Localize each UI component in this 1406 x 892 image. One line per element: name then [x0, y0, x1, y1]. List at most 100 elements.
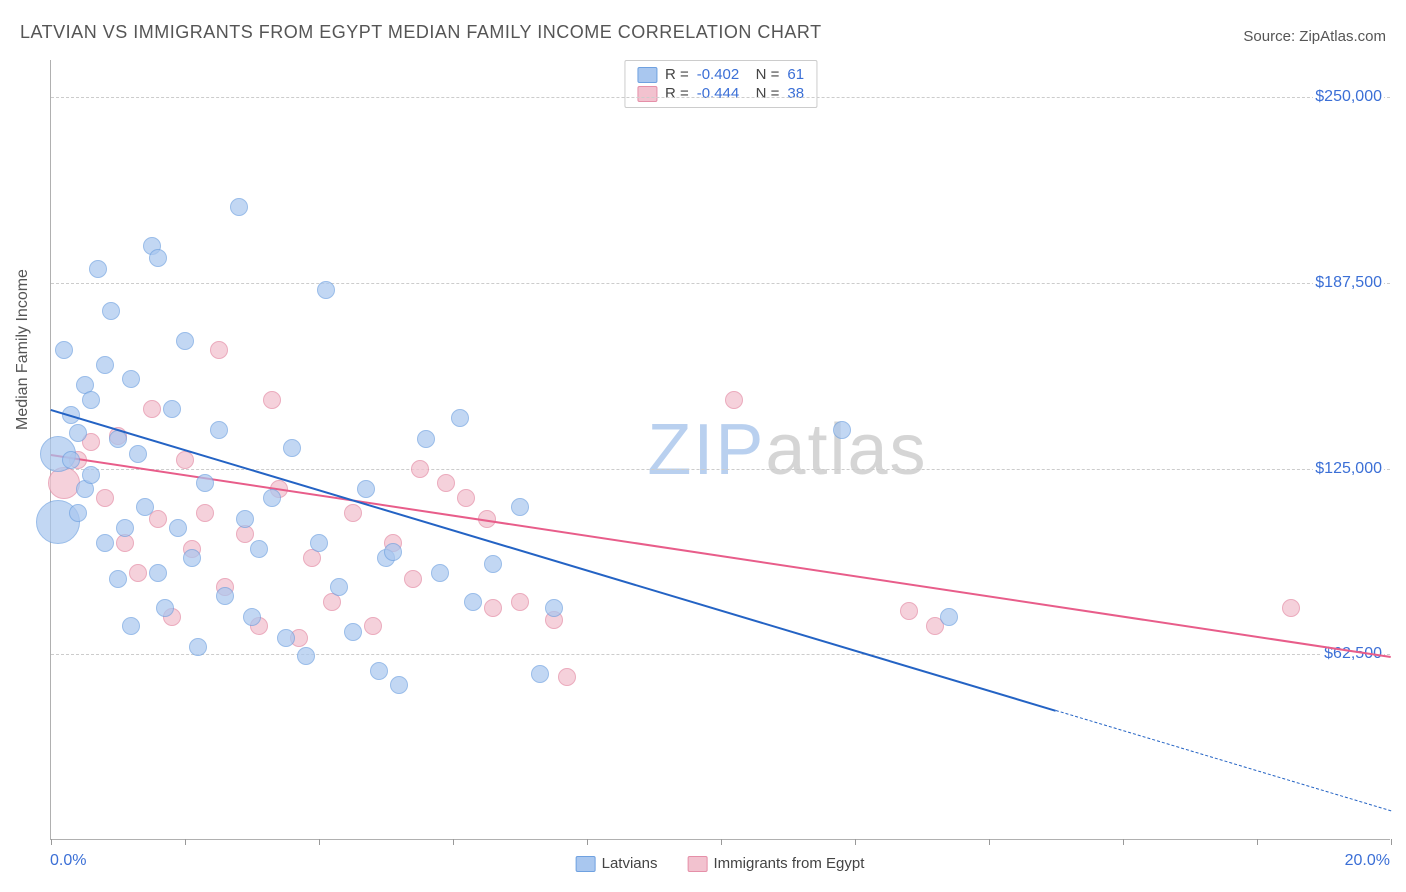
swatch-egypt-icon [688, 856, 708, 872]
data-point-egypt [263, 391, 281, 409]
data-point-latvians [263, 489, 281, 507]
data-point-latvians [511, 498, 529, 516]
data-point-latvians [169, 519, 187, 537]
data-point-latvians [545, 599, 563, 617]
legend-label-egypt: Immigrants from Egypt [714, 855, 865, 872]
n-label: N = [747, 66, 779, 83]
x-axis-max-label: 20.0% [1345, 852, 1390, 870]
data-point-egypt [129, 564, 147, 582]
legend-row-egypt: R = -0.444 N = 38 [637, 84, 804, 103]
data-point-latvians [69, 504, 87, 522]
x-tick [587, 839, 588, 845]
plot-container: ZIPatlas R = -0.402 N = 61 R = -0.444 N … [50, 60, 1390, 840]
x-tick [1257, 839, 1258, 845]
data-point-latvians [102, 302, 120, 320]
y-tick-label: $187,500 [1313, 274, 1384, 292]
data-point-latvians [384, 543, 402, 561]
data-point-egypt [411, 460, 429, 478]
legend-label-latvians: Latvians [602, 855, 658, 872]
scatter-plot: ZIPatlas R = -0.402 N = 61 R = -0.444 N … [50, 60, 1390, 840]
data-point-egypt [210, 341, 228, 359]
watermark-zip: ZIP [647, 410, 765, 490]
series-legend: Latvians Immigrants from Egypt [576, 855, 865, 872]
x-tick [319, 839, 320, 845]
data-point-latvians [163, 400, 181, 418]
n-label: N = [747, 85, 779, 102]
data-point-latvians [122, 370, 140, 388]
data-point-latvians [357, 480, 375, 498]
data-point-egypt [457, 489, 475, 507]
n-value-latvians: 61 [787, 66, 804, 83]
data-point-latvians [96, 534, 114, 552]
swatch-latvians-icon [637, 67, 657, 83]
data-point-latvians [122, 617, 140, 635]
data-point-latvians [330, 578, 348, 596]
r-value-egypt: -0.444 [697, 85, 740, 102]
data-point-egypt [48, 467, 80, 499]
data-point-latvians [531, 665, 549, 683]
swatch-egypt-icon [637, 86, 657, 102]
data-point-egypt [725, 391, 743, 409]
data-point-latvians [216, 587, 234, 605]
r-label: R = [665, 66, 689, 83]
trend-line-latvians [50, 409, 1056, 712]
data-point-latvians [62, 451, 80, 469]
gridline [51, 654, 1390, 655]
data-point-egypt [900, 602, 918, 620]
data-point-latvians [109, 570, 127, 588]
data-point-egypt [511, 593, 529, 611]
x-tick [1391, 839, 1392, 845]
data-point-egypt [437, 474, 455, 492]
y-axis-label: Median Family Income [14, 269, 32, 430]
data-point-latvians [236, 510, 254, 528]
data-point-latvians [317, 281, 335, 299]
y-tick-label: $125,000 [1313, 460, 1384, 478]
data-point-latvians [196, 474, 214, 492]
swatch-latvians-icon [576, 856, 596, 872]
data-point-egypt [344, 504, 362, 522]
data-point-latvians [129, 445, 147, 463]
data-point-latvians [69, 424, 87, 442]
data-point-latvians [210, 421, 228, 439]
x-tick [185, 839, 186, 845]
watermark: ZIPatlas [647, 409, 927, 491]
x-tick [1123, 839, 1124, 845]
data-point-latvians [156, 599, 174, 617]
data-point-latvians [243, 608, 261, 626]
data-point-egypt [558, 668, 576, 686]
x-tick [989, 839, 990, 845]
source-link[interactable]: ZipAtlas.com [1299, 28, 1386, 45]
y-tick-label: $250,000 [1313, 88, 1384, 106]
data-point-egypt [1282, 599, 1300, 617]
data-point-latvians [344, 623, 362, 641]
data-point-latvians [189, 638, 207, 656]
data-point-latvians [283, 439, 301, 457]
legend-item-egypt: Immigrants from Egypt [688, 855, 865, 872]
data-point-latvians [940, 608, 958, 626]
x-tick [855, 839, 856, 845]
gridline [51, 97, 1390, 98]
correlation-legend: R = -0.402 N = 61 R = -0.444 N = 38 [624, 60, 817, 108]
data-point-latvians [116, 519, 134, 537]
data-point-latvians [451, 409, 469, 427]
x-axis-min-label: 0.0% [50, 852, 86, 870]
data-point-latvians [297, 647, 315, 665]
data-point-egypt [96, 489, 114, 507]
data-point-latvians [417, 430, 435, 448]
data-point-latvians [310, 534, 328, 552]
data-point-latvians [89, 260, 107, 278]
r-value-latvians: -0.402 [697, 66, 740, 83]
chart-title: LATVIAN VS IMMIGRANTS FROM EGYPT MEDIAN … [20, 22, 822, 43]
data-point-latvians [136, 498, 154, 516]
gridline [51, 283, 1390, 284]
source-prefix: Source: [1243, 28, 1299, 45]
data-point-latvians [55, 341, 73, 359]
x-tick [51, 839, 52, 845]
data-point-latvians [82, 391, 100, 409]
data-point-latvians [833, 421, 851, 439]
data-point-latvians [431, 564, 449, 582]
data-point-latvians [390, 676, 408, 694]
data-point-egypt [364, 617, 382, 635]
data-point-latvians [149, 249, 167, 267]
x-tick [721, 839, 722, 845]
